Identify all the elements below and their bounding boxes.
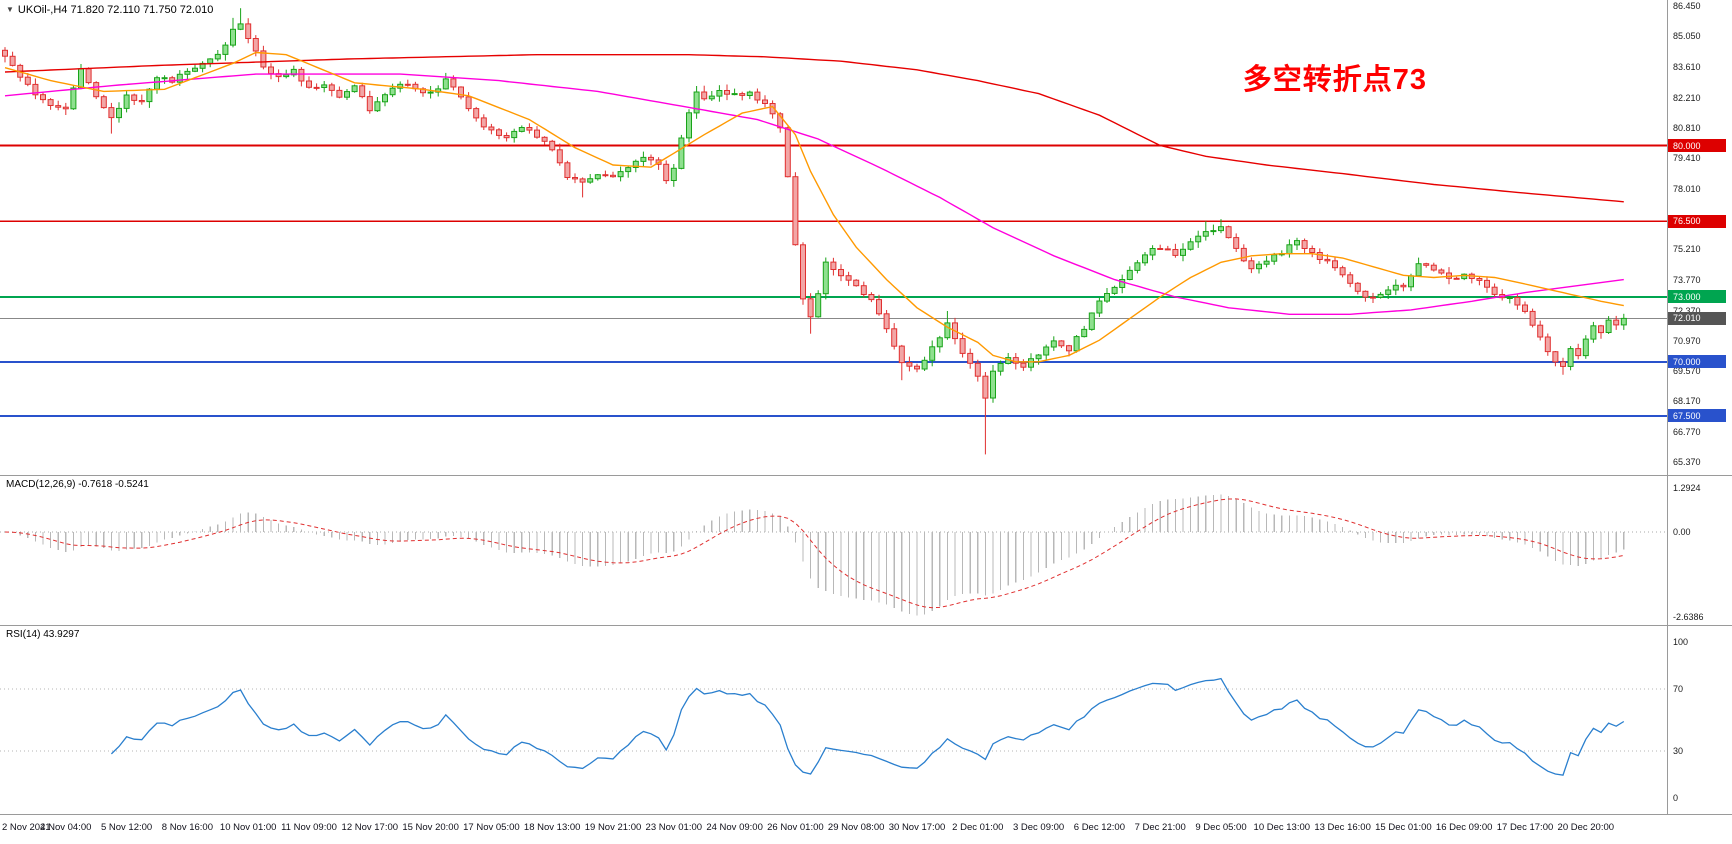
time-label: 2 Dec 01:00 (952, 822, 1004, 833)
time-label: 19 Nov 21:00 (584, 822, 642, 833)
time-label: 15 Dec 01:00 (1375, 822, 1432, 833)
time-label: 13 Dec 16:00 (1314, 822, 1371, 833)
time-axis[interactable]: 2 Nov 2021 4 Nov 04:00 5 Nov 12:00 8 Nov 16… (0, 814, 1732, 844)
time-label: 30 Nov 17:00 (888, 822, 946, 833)
time-label: 12 Nov 17:00 (341, 822, 399, 833)
price-tick-label: 79.410 (1673, 153, 1701, 164)
time-label: 16 Dec 09:00 (1435, 822, 1493, 833)
macd-panel[interactable]: MACD(12,26,9) -0.7618 -0.5241 (0, 475, 1667, 625)
time-label: 23 Nov 01:00 (645, 822, 703, 833)
price-tick-label: 69.570 (1673, 366, 1701, 377)
time-label: 11 Nov 09:00 (281, 822, 337, 833)
rsi-panel[interactable]: RSI(14) 43.9297 (0, 625, 1667, 814)
price-level-badge: 76.500 (1668, 214, 1726, 228)
price-chart-canvas[interactable] (0, 0, 1667, 475)
main-price-axis[interactable]: 86.450 85.050 83.610 82.210 80.810 79.410 78.0… (1667, 0, 1732, 475)
rsi-tick-label: 0 (1673, 793, 1679, 803)
price-tick-label: 86.450 (1673, 1, 1701, 11)
rsi-chart-canvas[interactable] (0, 626, 1667, 814)
rsi-tick-label: 70 (1673, 683, 1684, 694)
time-label: 7 Dec 21:00 (1134, 822, 1186, 833)
price-tick-label: 65.370 (1673, 457, 1701, 467)
time-label: 5 Nov 12:00 (100, 822, 153, 833)
time-label: 10 Nov 01:00 (219, 822, 277, 833)
price-level-badge: 80.000 (1668, 139, 1726, 153)
time-label: 18 Nov 13:00 (523, 822, 581, 833)
price-tick-label: 83.610 (1673, 62, 1701, 73)
rsi-tick-label: 30 (1673, 746, 1684, 757)
rsi-label: RSI(14) 43.9297 (6, 629, 80, 640)
macd-tick-label: -2.6386 (1673, 612, 1704, 622)
time-label: 20 Dec 20:00 (1557, 822, 1615, 833)
price-tick-label: 75.210 (1673, 244, 1701, 255)
chart-ohlc-header: ▼ UKOil-,H4 71.820 72.110 71.750 72.010 (6, 4, 213, 16)
time-label: 17 Dec 17:00 (1496, 822, 1554, 833)
rsi-axis[interactable]: 100 70 30 0 (1667, 625, 1732, 814)
price-tick-label: 80.810 (1673, 123, 1701, 133)
price-tick-label: 72.370 (1673, 305, 1701, 316)
macd-axis[interactable]: 1.2924 0.00 -2.6386 (1667, 475, 1732, 625)
time-label: 8 Nov 16:00 (161, 822, 214, 833)
price-level-badge: 73.000 (1668, 290, 1726, 304)
macd-label: MACD(12,26,9) -0.7618 -0.5241 (6, 479, 149, 490)
rsi-tick-label: 100 (1673, 637, 1689, 647)
price-level-badge: 70.000 (1668, 355, 1726, 369)
time-label: 15 Nov 20:00 (402, 822, 459, 833)
time-label: 3 Dec 09:00 (1012, 822, 1065, 833)
main-chart-area[interactable]: ▼ UKOil-,H4 71.820 72.110 71.750 72.010 多… (0, 0, 1667, 475)
macd-tick-label: 1.2924 (1673, 483, 1701, 494)
price-tick-label: 85.050 (1673, 31, 1701, 42)
time-label: 2 Nov 2021 (2, 822, 51, 833)
symbol-ohlc-text: UKOil-,H4 71.820 72.110 71.750 72.010 (17, 4, 214, 16)
time-label: 17 Nov 05:00 (463, 822, 520, 833)
annotation-text: 多空转折点73 (1242, 64, 1427, 96)
price-tick-label: 78.010 (1673, 183, 1701, 194)
price-tick-label: 82.210 (1673, 92, 1701, 103)
macd-chart-canvas[interactable] (0, 476, 1667, 625)
price-tick-label: 66.770 (1673, 426, 1701, 437)
time-label: 4 Nov 04:00 (40, 822, 92, 833)
time-label: 24 Nov 09:00 (706, 822, 763, 833)
time-label: 6 Dec 12:00 (1073, 822, 1126, 833)
price-tick-label: 73.770 (1673, 275, 1701, 286)
price-tick-label: 70.970 (1673, 335, 1701, 346)
time-label: 10 Dec 13:00 (1253, 822, 1311, 833)
current-price-badge: 72.010 (1668, 311, 1726, 325)
price-level-badge: 67.500 (1668, 409, 1726, 423)
price-tick-label: 68.170 (1673, 396, 1701, 407)
time-label: 26 Nov 01:00 (767, 822, 824, 833)
collapse-triangle-icon[interactable]: ▼ (6, 5, 14, 14)
time-label: 9 Dec 05:00 (1195, 822, 1247, 833)
time-label: 29 Nov 08:00 (827, 822, 885, 833)
macd-tick-label: 0.00 (1673, 527, 1691, 537)
